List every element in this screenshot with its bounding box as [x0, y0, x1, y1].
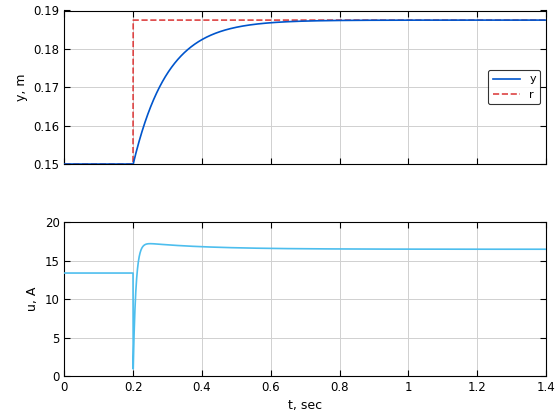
- r: [86, 162, 92, 167]
- Legend: y, r: y, r: [488, 70, 540, 105]
- y: [401, 18, 408, 23]
- y: [332, 18, 339, 23]
- Y-axis label: y, m: y, m: [15, 74, 28, 101]
- y: [86, 162, 92, 167]
- Y-axis label: u, A: u, A: [26, 287, 39, 311]
- Line: r: r: [64, 20, 546, 164]
- y: [61, 162, 68, 167]
- r: [61, 162, 68, 167]
- y: [390, 18, 397, 23]
- r: [314, 18, 321, 23]
- y: [543, 18, 549, 23]
- y: [314, 18, 321, 23]
- r: [401, 18, 408, 23]
- r: [543, 18, 549, 23]
- r: [332, 18, 339, 23]
- r: [390, 18, 397, 23]
- Line: y: y: [64, 20, 546, 164]
- r: [347, 18, 353, 23]
- X-axis label: t, sec: t, sec: [288, 399, 322, 412]
- y: [347, 18, 353, 23]
- r: [130, 18, 137, 23]
